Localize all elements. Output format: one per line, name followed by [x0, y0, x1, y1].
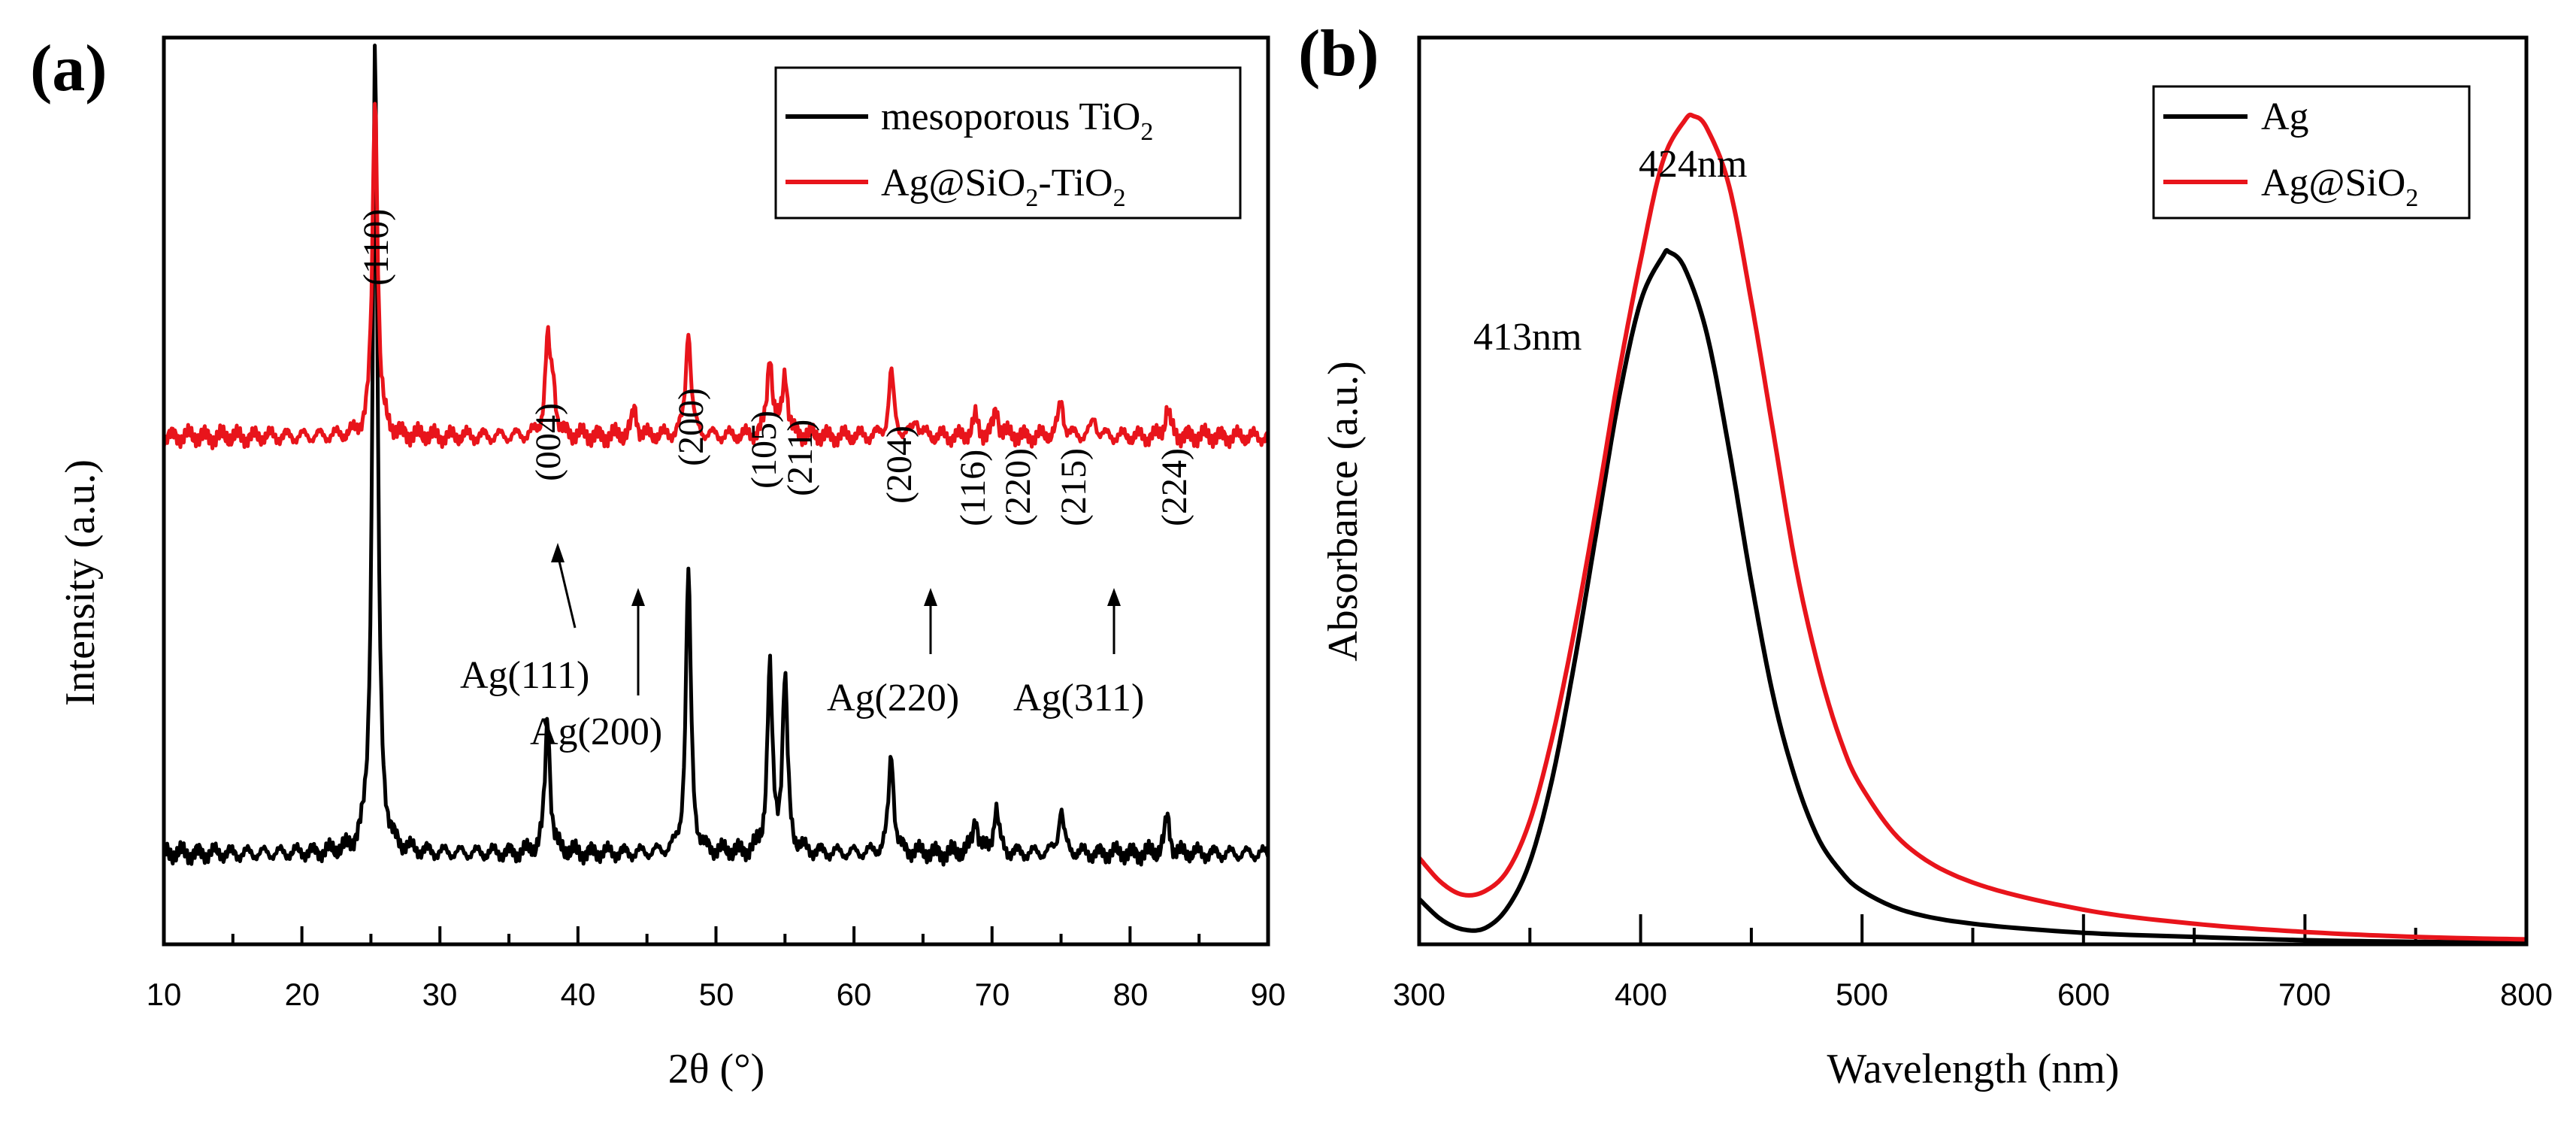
panel-a-label: (a) — [30, 32, 107, 105]
reflection-label-220: (220) — [998, 448, 1038, 526]
reflection-label-215: (215) — [1054, 448, 1094, 526]
xrd-legend-label-ag-sio2-tio2: Ag@SiO2-TiO2 — [881, 162, 1126, 212]
uvvis-tick-label: 300 — [1393, 977, 1445, 1012]
ag200-label: Ag(200) — [530, 710, 662, 753]
uvvis-series-ag-sio2 — [1417, 112, 2527, 942]
reflection-label-116: (116) — [953, 450, 993, 526]
ag200-arrow-icon — [631, 588, 645, 606]
xrd-series-mesoporous-tio2 — [162, 44, 1270, 867]
xrd-tick-label: 10 — [147, 977, 182, 1012]
uvvis-x-tick-labels: 300 400 500 600 700 800 — [1393, 977, 2553, 1012]
xrd-series-ag-sio2-tio2 — [162, 101, 1270, 450]
xrd-reflection-labels: (110) (004) (200) (105) (211) (204) (116… — [356, 209, 1194, 526]
uvvis-legend: Ag Ag@SiO2 — [2152, 85, 2471, 220]
uvvis-tick-label: 700 — [2278, 977, 2331, 1012]
xrd-ylabel: Intensity (a.u.) — [57, 459, 104, 706]
xrd-panel: (a) Intensity (a.u.) 2θ (°) 10 20 30 40 … — [30, 32, 1285, 1092]
peak-label-413nm: 413nm — [1473, 316, 1582, 359]
reflection-label-110: (110) — [356, 209, 396, 286]
xrd-tick-label: 70 — [975, 977, 1010, 1012]
uvvis-tick-label: 600 — [2057, 977, 2110, 1012]
panel-b-label: (b) — [1298, 17, 1379, 90]
xrd-tick-label: 60 — [837, 977, 872, 1012]
uvvis-plot-frame — [1417, 35, 2529, 947]
xrd-plot-frame — [162, 35, 1270, 947]
reflection-label-211: (211) — [780, 420, 820, 496]
reflection-label-004: (004) — [528, 403, 568, 481]
ag-annotations — [551, 543, 1121, 695]
uvvis-tick-label: 500 — [1836, 977, 1888, 1012]
xrd-x-tick-labels: 10 20 30 40 50 60 70 80 90 — [147, 977, 1286, 1012]
xrd-xlabel: 2θ (°) — [668, 1046, 765, 1092]
ag311-label: Ag(311) — [1013, 677, 1144, 720]
xrd-legend: mesoporous TiO2 Ag@SiO2-TiO2 — [774, 66, 1242, 220]
uvvis-legend-label-ag: Ag — [2261, 95, 2309, 138]
ag220-label: Ag(220) — [827, 677, 959, 720]
xrd-tick-label: 20 — [285, 977, 320, 1012]
uvvis-ylabel: Absorbance (a.u.) — [1320, 361, 1367, 662]
xrd-tick-label: 50 — [699, 977, 734, 1012]
peak-label-424nm: 424nm — [1639, 143, 1747, 186]
xrd-legend-box — [774, 66, 1242, 220]
uvvis-legend-label-ag-sio2: Ag@SiO2 — [2261, 162, 2418, 212]
reflection-label-200: (200) — [671, 388, 711, 466]
uvvis-series-ag — [1417, 247, 2526, 945]
uvvis-xlabel: Wavelength (nm) — [1827, 1046, 2120, 1092]
ag111-leader-line — [556, 554, 577, 629]
uvvis-panel: (b) Absorbance (a.u.) Wavelength (nm) 30… — [1298, 17, 2553, 1092]
reflection-label-204: (204) — [879, 426, 919, 504]
ag220-arrow-icon — [924, 588, 937, 606]
uvvis-tick-label: 400 — [1615, 977, 1667, 1012]
ag311-arrow-icon — [1107, 588, 1121, 606]
xrd-tick-label: 80 — [1113, 977, 1149, 1012]
uvvis-legend-box — [2152, 85, 2471, 220]
xrd-tick-label: 40 — [561, 977, 596, 1012]
xrd-tick-label: 30 — [422, 977, 458, 1012]
xrd-legend-label-tio2: mesoporous TiO2 — [881, 95, 1153, 146]
uvvis-tick-label: 800 — [2500, 977, 2553, 1012]
reflection-label-224: (224) — [1155, 448, 1194, 526]
xrd-tick-label: 90 — [1251, 977, 1286, 1012]
ag111-arrow-icon — [551, 543, 565, 562]
ag111-label: Ag(111) — [460, 654, 589, 697]
reflection-label-105: (105) — [744, 411, 784, 489]
